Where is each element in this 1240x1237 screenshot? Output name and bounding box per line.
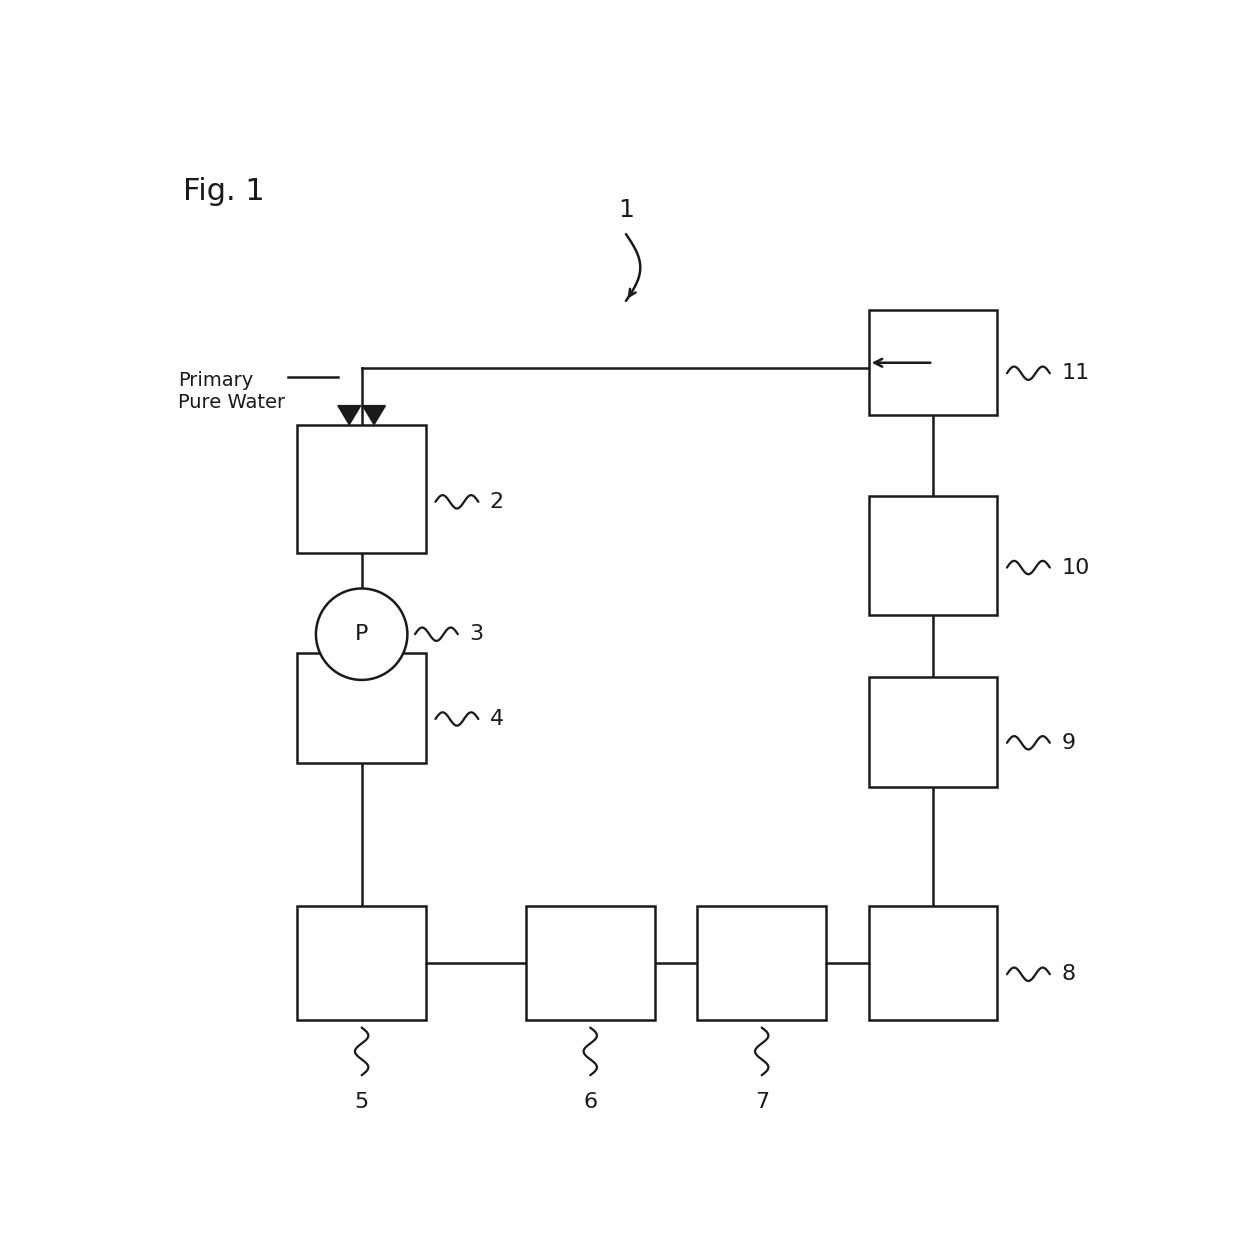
Text: 10: 10 [1061, 558, 1090, 578]
Text: 5: 5 [355, 1092, 368, 1112]
Text: 6: 6 [583, 1092, 598, 1112]
Text: 7: 7 [755, 1092, 769, 1112]
Text: 2: 2 [490, 492, 503, 512]
Text: 9: 9 [1061, 732, 1075, 753]
Text: Primary
Pure Water: Primary Pure Water [179, 371, 285, 412]
Bar [526, 905, 655, 1021]
Text: 4: 4 [490, 709, 503, 729]
Text: P: P [355, 625, 368, 644]
Text: 1: 1 [618, 198, 634, 223]
Text: 8: 8 [1061, 965, 1075, 985]
Text: Fig. 1: Fig. 1 [184, 177, 265, 207]
Text: 11: 11 [1061, 364, 1090, 383]
Bar [869, 677, 997, 787]
Text: 3: 3 [469, 625, 484, 644]
Bar [869, 310, 997, 416]
Bar [869, 496, 997, 615]
Bar [298, 653, 427, 763]
Circle shape [316, 589, 408, 680]
Bar [697, 905, 826, 1021]
Bar [298, 424, 427, 553]
Bar [298, 905, 427, 1021]
Polygon shape [337, 406, 361, 424]
Polygon shape [362, 406, 386, 424]
Bar [869, 905, 997, 1021]
